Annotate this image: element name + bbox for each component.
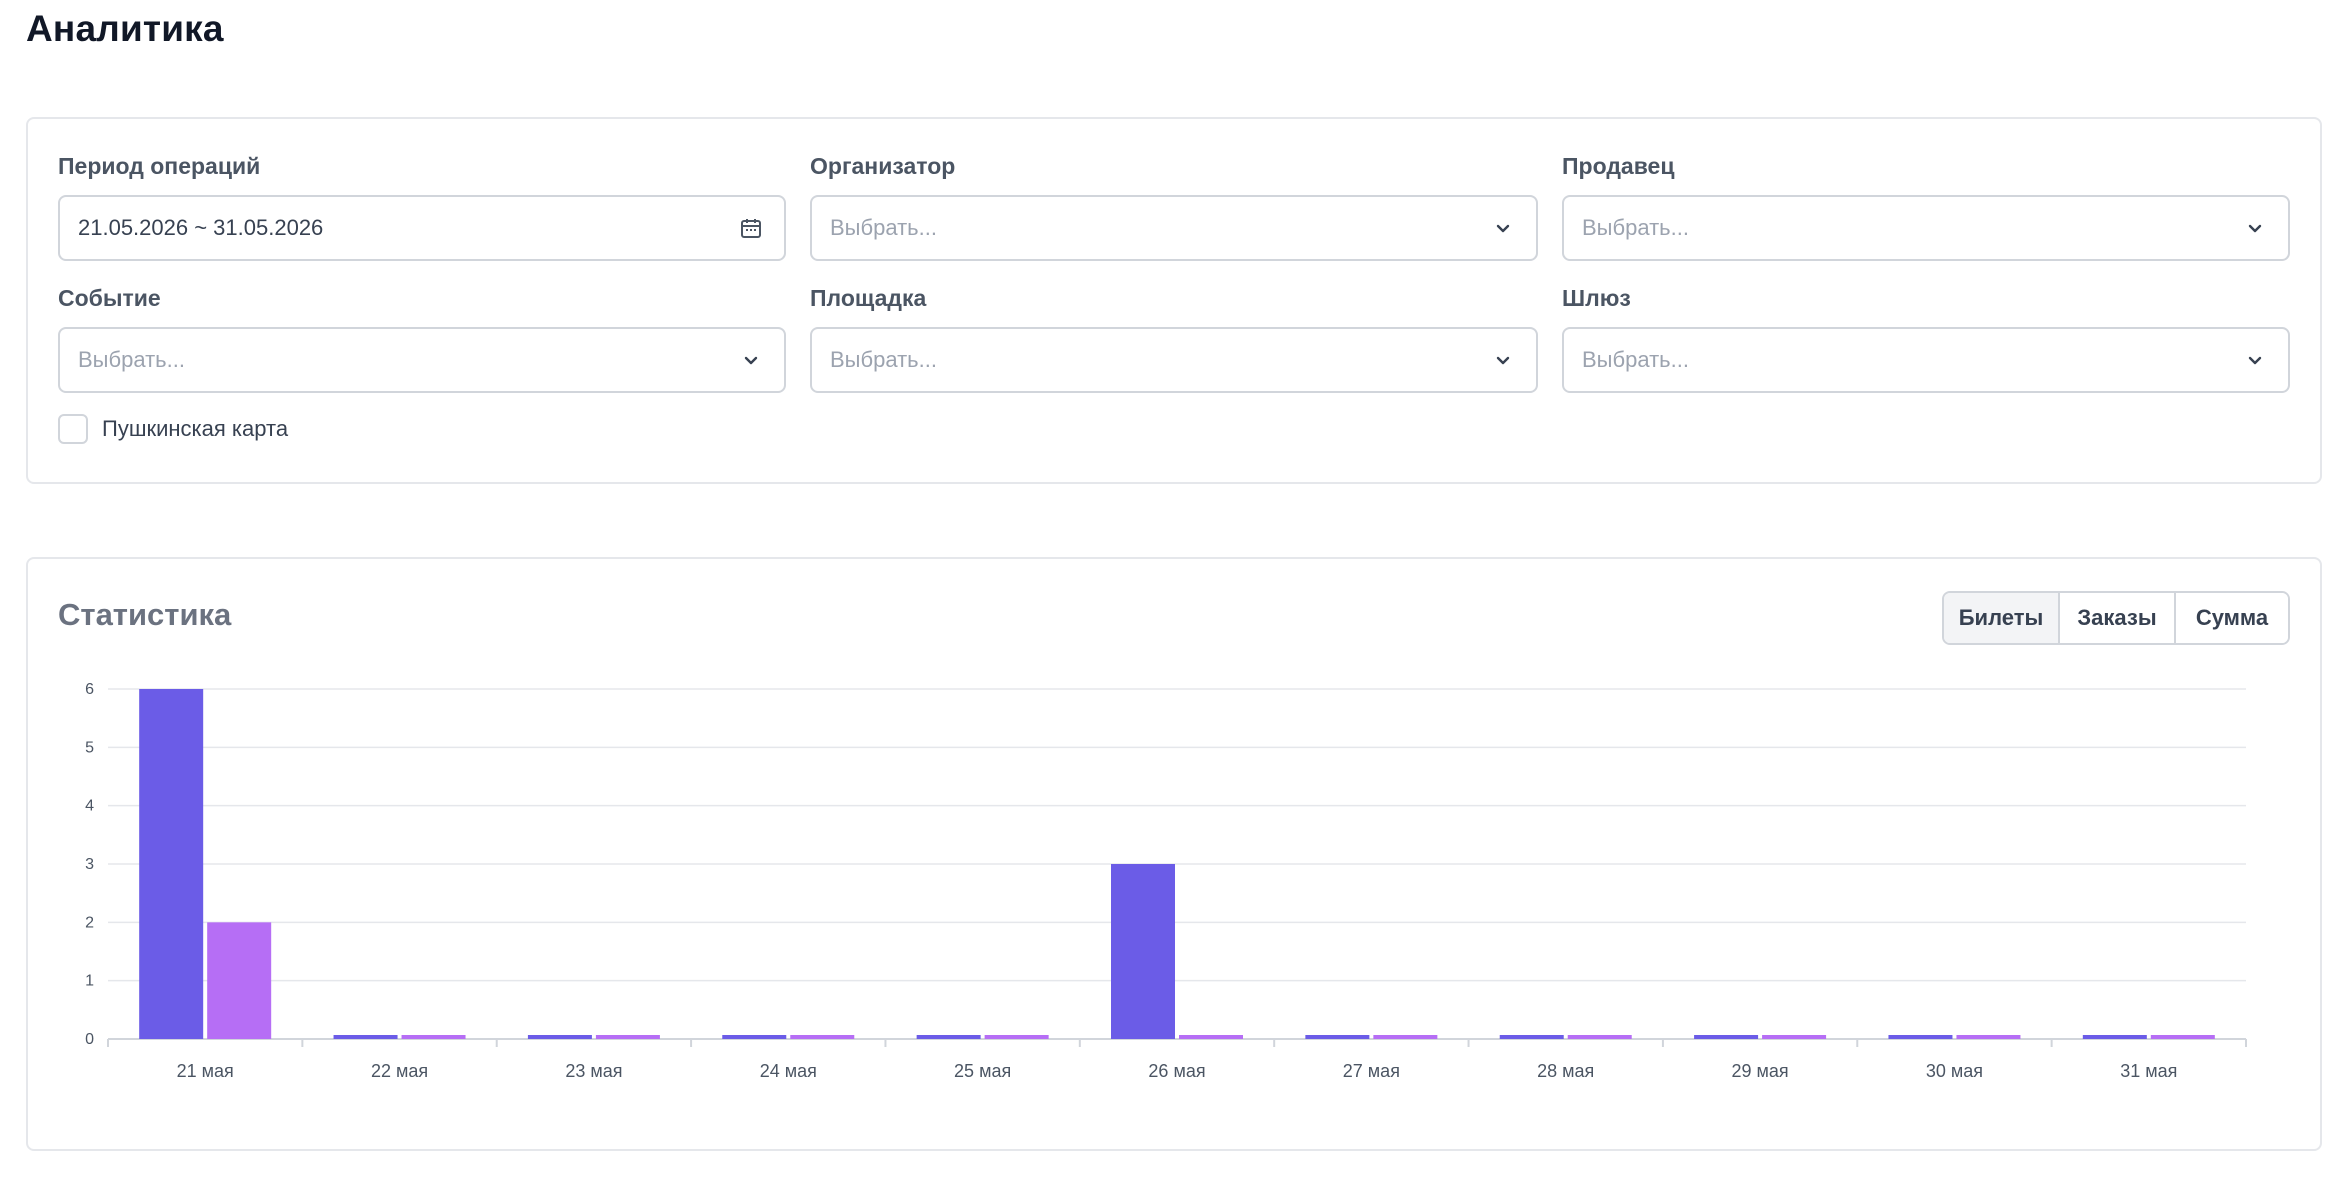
bar (1567, 1035, 1632, 1039)
bar (139, 689, 204, 1039)
x-tick-label: 21 мая (177, 1061, 234, 1081)
venue-placeholder: Выбрать... (830, 347, 937, 372)
y-tick-label: 2 (85, 914, 94, 931)
chevron-down-icon[interactable] (2242, 215, 2268, 241)
chevron-down-icon[interactable] (1490, 347, 1516, 373)
x-tick-label: 24 мая (760, 1061, 817, 1081)
bar (1762, 1035, 1827, 1039)
bar (527, 1035, 592, 1039)
page-title: Аналитика (26, 8, 224, 49)
bar (333, 1035, 398, 1039)
bar (790, 1035, 855, 1039)
bar (1888, 1035, 1953, 1039)
seller-select[interactable]: Выбрать... (1562, 195, 2290, 261)
gateway-select[interactable]: Выбрать... (1562, 327, 2290, 393)
venue-field: Площадка Выбрать... (810, 281, 1538, 393)
period-label: Период операций (58, 153, 261, 179)
bar (1111, 864, 1175, 1039)
venue-select[interactable]: Выбрать... (810, 327, 1538, 393)
bar (984, 1035, 1049, 1039)
x-tick-label: 25 мая (954, 1061, 1011, 1081)
x-tick-label: 22 мая (371, 1061, 428, 1081)
event-label: Событие (58, 285, 161, 311)
tab-sum[interactable]: Сумма (2176, 593, 2288, 643)
filters-panel: Период операций 21.05.2026 ~ 31.05.2026 (26, 117, 2322, 484)
period-field: Период операций 21.05.2026 ~ 31.05.2026 (58, 149, 786, 261)
bar (722, 1035, 787, 1039)
tab-orders[interactable]: Заказы (2060, 593, 2176, 643)
tickets-bar-chart: 0 1 2 3 4 5 6 21 мая 22 мая 23 мая 24 мая 25 мая 26 … (85, 681, 2247, 1081)
tab-tickets[interactable]: Билеты (1944, 593, 2060, 643)
bar (1373, 1035, 1438, 1039)
pushkin-card-checkbox[interactable] (58, 414, 88, 444)
seller-placeholder: Выбрать... (1582, 215, 1689, 240)
statistics-title: Статистика (58, 597, 232, 632)
y-tick-label: 0 (85, 1031, 94, 1048)
organizer-field: Организатор Выбрать... (810, 149, 1538, 261)
bar (1694, 1035, 1759, 1039)
y-tick-label: 3 (85, 856, 94, 873)
calendar-icon[interactable] (738, 215, 764, 241)
bar (916, 1035, 981, 1039)
organizer-label: Организатор (810, 153, 956, 179)
bar (2082, 1035, 2147, 1039)
chevron-down-icon[interactable] (2242, 347, 2268, 373)
gateway-label: Шлюз (1562, 285, 1631, 311)
seller-field: Продавец Выбрать... (1562, 149, 2290, 261)
venue-label: Площадка (810, 285, 927, 311)
statistics-panel: Статистика Билеты Заказы Сумма 0 1 2 3 4 5 6 21… (26, 557, 2322, 1151)
x-tick-label: 29 мая (1732, 1061, 1789, 1081)
chevron-down-icon[interactable] (738, 347, 764, 373)
seller-label: Продавец (1562, 153, 1675, 179)
chevron-down-icon[interactable] (1490, 215, 1516, 241)
bar (595, 1035, 660, 1039)
bar (401, 1035, 466, 1039)
x-tick-label: 31 мая (2120, 1061, 2177, 1081)
bar (207, 922, 272, 1039)
pushkin-card-label[interactable]: Пушкинская карта (102, 416, 289, 441)
event-field: Событие Выбрать... (58, 281, 786, 393)
x-tick-label: 28 мая (1537, 1061, 1594, 1081)
bar (2150, 1035, 2215, 1039)
event-select[interactable]: Выбрать... (58, 327, 786, 393)
x-tick-label: 26 мая (1148, 1061, 1205, 1081)
y-tick-label: 6 (85, 681, 94, 698)
event-placeholder: Выбрать... (78, 347, 185, 372)
organizer-placeholder: Выбрать... (830, 215, 937, 240)
pushkin-card-row: Пушкинская карта (58, 414, 288, 444)
bar (1956, 1035, 2021, 1039)
bar (1499, 1035, 1564, 1039)
organizer-select[interactable]: Выбрать... (810, 195, 1538, 261)
bar (1179, 1035, 1243, 1039)
y-tick-label: 4 (85, 798, 94, 815)
period-value: 21.05.2026 ~ 31.05.2026 (78, 215, 324, 240)
x-tick-label: 30 мая (1926, 1061, 1983, 1081)
metric-toggle-group: Билеты Заказы Сумма (1942, 591, 2290, 645)
y-tick-label: 1 (85, 973, 94, 990)
period-date-range-input[interactable]: 21.05.2026 ~ 31.05.2026 (58, 195, 786, 261)
gateway-field: Шлюз Выбрать... (1562, 281, 2290, 393)
bar (1305, 1035, 1370, 1039)
x-tick-label: 27 мая (1343, 1061, 1400, 1081)
y-tick-label: 5 (85, 739, 94, 756)
gateway-placeholder: Выбрать... (1582, 347, 1689, 372)
x-tick-label: 23 мая (565, 1061, 622, 1081)
